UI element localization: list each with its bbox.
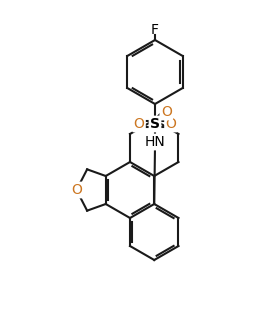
- Text: O: O: [71, 183, 82, 197]
- Text: O: O: [134, 117, 144, 131]
- Text: O: O: [161, 105, 172, 119]
- Text: F: F: [151, 23, 159, 37]
- Text: HN: HN: [145, 135, 165, 149]
- Text: S: S: [150, 117, 160, 131]
- Text: O: O: [165, 117, 176, 131]
